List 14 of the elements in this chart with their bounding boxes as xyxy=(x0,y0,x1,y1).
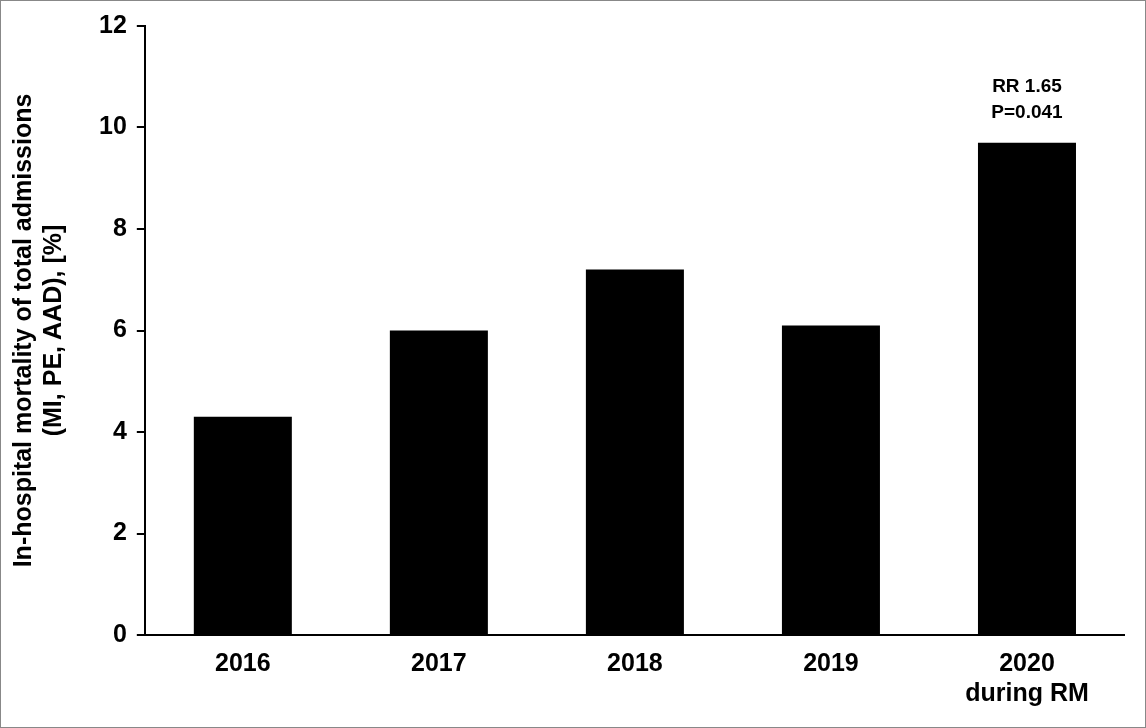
x-tick-label: 2018 xyxy=(607,647,663,676)
y-tick-label: 8 xyxy=(112,212,127,241)
y-tick-label: 4 xyxy=(112,415,127,444)
y-tick-label: 10 xyxy=(99,111,127,140)
x-tick-label: 2019 xyxy=(803,647,859,676)
x-tick-label: 2017 xyxy=(411,647,467,676)
y-tick-label: 2 xyxy=(112,517,127,546)
x-tick-label: 2020 during RM xyxy=(965,647,1089,706)
x-tick-label: 2016 xyxy=(215,647,271,676)
y-tick-label: 12 xyxy=(99,9,127,38)
y-tick-label: 6 xyxy=(112,314,127,343)
annotation: RR 1.65 P=0.041 xyxy=(991,75,1064,123)
y-tick-label: 0 xyxy=(112,618,127,647)
y-axis-title: In-hospital mortality of total admissions (MI, PE, AAD), [%] xyxy=(7,93,66,568)
